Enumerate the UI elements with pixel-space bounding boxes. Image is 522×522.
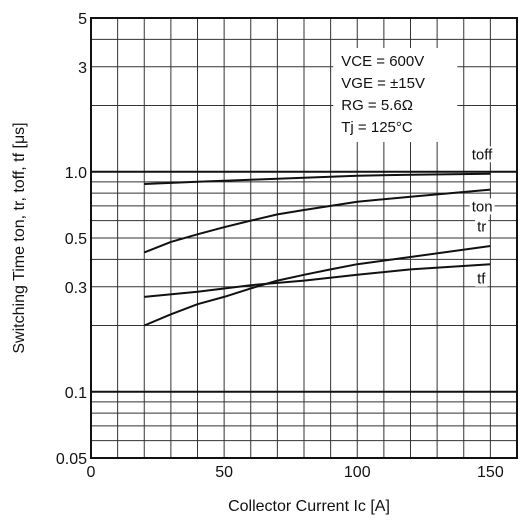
annotation-line-rg: RG = 5.6Ω — [341, 97, 413, 114]
series-line-toff — [144, 172, 491, 185]
series-label-tr: tr — [477, 219, 486, 236]
y-tick-label: 0.05 — [56, 451, 87, 468]
y-tick-labels: 0.05 0.1 0.3 0.5 1.0 3 5 — [56, 11, 87, 468]
series-labels: toff ton tr tf — [469, 146, 495, 288]
y-tick-label: 0.3 — [65, 280, 87, 297]
x-tick-label: 100 — [344, 464, 371, 481]
x-tick-labels: 0 50 100 150 — [87, 464, 504, 481]
y-tick-label: 0.1 — [65, 385, 87, 402]
annotation-line-tj: Tj = 125°C — [341, 119, 413, 136]
y-tick-label: 1.0 — [65, 165, 87, 182]
annotation-box — [333, 48, 458, 142]
series-label-bg-ton — [469, 198, 495, 215]
annotation-line-vge: VGE = ±15V — [341, 75, 425, 92]
series-label-bg-tr — [475, 218, 489, 235]
conditions-annotation: VCE = 600V VGE = ±15V RG = 5.6Ω Tj = 125… — [341, 53, 425, 136]
series-line-tr — [143, 245, 491, 327]
series-label-ton: ton — [472, 198, 493, 215]
series-line-ton — [143, 188, 491, 254]
x-tick-label: 0 — [87, 464, 96, 481]
y-tick-label: 0.5 — [65, 231, 87, 248]
series-label-bg-tf — [475, 270, 488, 287]
y-tick-label: 5 — [78, 11, 87, 28]
plot-frame — [90, 17, 518, 459]
y-axis-title: Switching Time ton, tr, toff, tf [μs] — [11, 122, 28, 353]
annotation-line-vce: VCE = 600V — [341, 53, 424, 70]
series-line-tf — [144, 263, 491, 298]
grid-major — [91, 170, 517, 393]
x-axis-title: Collector Current Ic [A] — [228, 498, 390, 515]
x-tick-label: 150 — [477, 464, 504, 481]
series-lines — [143, 172, 491, 327]
series-label-tf: tf — [477, 271, 486, 288]
series-label-bg-toff — [469, 146, 495, 163]
x-tick-label: 50 — [215, 464, 233, 481]
series-label-toff: toff — [472, 146, 493, 163]
y-tick-label: 3 — [78, 60, 87, 77]
